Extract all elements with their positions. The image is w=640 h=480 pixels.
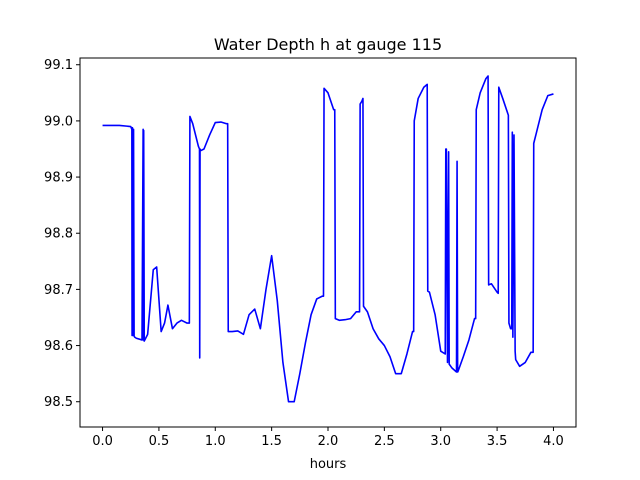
chart-title: Water Depth h at gauge 115 <box>214 35 442 54</box>
x-tick-label: 3.0 <box>430 434 451 449</box>
x-axis-label: hours <box>310 457 347 472</box>
x-tick-label: 0.5 <box>149 434 170 449</box>
x-tick-label: 2.0 <box>318 434 339 449</box>
x-tick-label: 3.5 <box>487 434 508 449</box>
y-axis: 98.5 98.6 98.7 98.8 98.9 99.0 99.1 <box>44 58 80 410</box>
y-tick-label: 99.0 <box>44 114 73 129</box>
x-tick-label: 1.0 <box>205 434 226 449</box>
y-tick-label: 99.1 <box>44 58 73 73</box>
series-layer <box>102 75 554 403</box>
y-tick-label: 98.9 <box>44 171 73 186</box>
y-tick-label: 98.6 <box>44 339 73 354</box>
x-tick-label: 0.0 <box>92 434 113 449</box>
x-tick-label: 2.5 <box>374 434 395 449</box>
y-tick-label: 98.7 <box>44 283 73 298</box>
x-tick-label: 1.5 <box>261 434 282 449</box>
series-line-0 <box>102 75 554 403</box>
y-tick-label: 98.5 <box>44 395 73 410</box>
x-tick-label: 4.0 <box>543 434 564 449</box>
y-tick-label: 98.8 <box>44 227 73 242</box>
x-axis: 0.0 0.5 1.0 1.5 2.0 2.5 3.0 3.5 4.0 <box>92 427 564 449</box>
